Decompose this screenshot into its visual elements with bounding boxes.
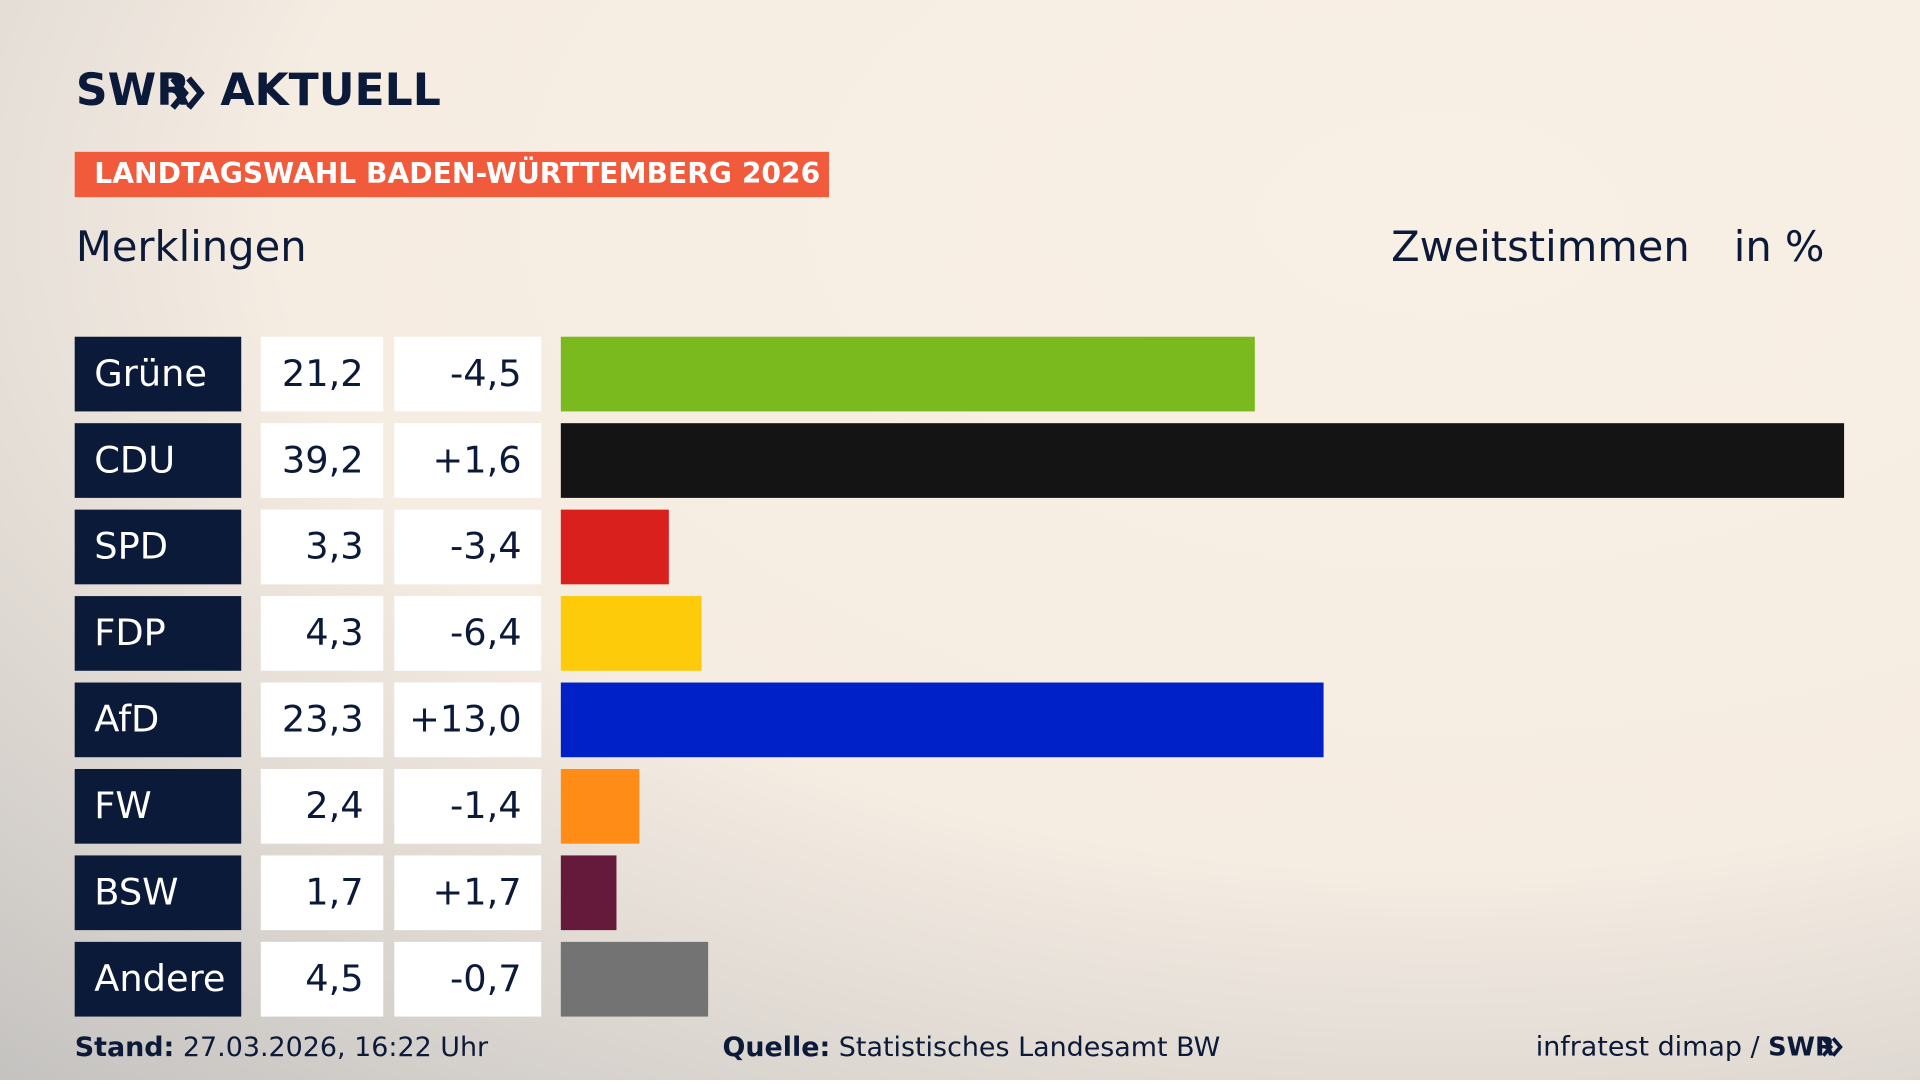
party-name: FW	[94, 784, 151, 827]
footer-logo: SWR	[1768, 1033, 1835, 1063]
change-label: +1,6	[432, 438, 521, 481]
party-box	[74, 509, 242, 585]
party-name: CDU	[94, 438, 175, 481]
party-box	[74, 941, 242, 1017]
bar	[560, 855, 617, 931]
party-box	[74, 596, 242, 671]
value-box	[260, 682, 384, 758]
footer-chevrons	[1821, 1037, 1843, 1057]
value-label: 23,3	[282, 698, 364, 741]
change-label: -4,5	[450, 352, 522, 395]
unit: in %	[1734, 222, 1825, 271]
change-label: +13,0	[409, 698, 522, 741]
change-label: -3,4	[450, 525, 522, 568]
change-box	[394, 423, 542, 498]
value-label: 21,2	[282, 352, 364, 395]
value-label: 39,2	[282, 438, 364, 481]
change-label: +1,7	[432, 871, 521, 914]
change-box	[394, 596, 542, 671]
change-box	[394, 682, 542, 758]
value-box	[260, 336, 384, 412]
value-label: 3,3	[305, 525, 363, 568]
party-name: BSW	[94, 871, 178, 914]
party-name: Grüne	[94, 352, 207, 395]
value-label: 1,7	[305, 871, 363, 914]
change-label: -6,4	[450, 611, 522, 654]
header-box	[74, 151, 829, 198]
value-label: 2,4	[305, 784, 363, 827]
source-label: Quelle:	[722, 1032, 830, 1063]
footer-stand: Stand: 27.03.2026, 16:22 Uhr	[75, 1032, 489, 1063]
party-name: AfD	[94, 698, 159, 741]
change-box	[394, 509, 542, 585]
header-title: LANDTAGSWAHL BADEN-WÜRTTEMBERG 2026	[94, 156, 820, 190]
party-name: FDP	[94, 611, 166, 654]
value-box	[260, 855, 384, 931]
party-box	[74, 855, 242, 931]
change-box	[394, 336, 542, 412]
change-box	[394, 941, 542, 1017]
brand-name: SWR	[76, 65, 190, 116]
value-label: 4,3	[305, 611, 363, 654]
party-box	[74, 336, 242, 412]
footer-source: Quelle: Statistisches Landesamt BW	[722, 1032, 1220, 1063]
bar	[560, 682, 1324, 758]
party-box	[74, 682, 242, 758]
change-label: -0,7	[450, 957, 522, 1000]
bar	[560, 509, 669, 585]
value-box	[260, 941, 384, 1017]
subtitle: Merklingen	[76, 222, 307, 271]
brand-chevrons	[170, 76, 205, 110]
source: Statistisches Landesamt BW	[839, 1032, 1220, 1063]
party-name: Andere	[94, 957, 225, 1000]
value-box	[260, 768, 384, 844]
party-name: SPD	[94, 525, 168, 568]
bar	[560, 596, 702, 671]
value-box	[260, 596, 384, 671]
value-label: 4,5	[305, 957, 363, 1000]
stand: 27.03.2026, 16:22 Uhr	[183, 1032, 489, 1063]
bar	[560, 423, 1845, 498]
bar	[560, 336, 1255, 412]
party-box	[74, 423, 242, 498]
change-label: -1,4	[450, 784, 522, 827]
stand-label: Stand:	[75, 1032, 175, 1063]
brand-section: AKTUELL	[220, 65, 440, 116]
change-box	[394, 768, 542, 844]
value-box	[260, 509, 384, 585]
measure: Zweitstimmen	[1391, 222, 1690, 271]
credit: infratest dimap /	[1536, 1032, 1761, 1063]
party-box	[74, 768, 242, 844]
bar	[560, 768, 640, 844]
value-box	[260, 423, 384, 498]
bar	[560, 941, 709, 1017]
change-box	[394, 855, 542, 931]
